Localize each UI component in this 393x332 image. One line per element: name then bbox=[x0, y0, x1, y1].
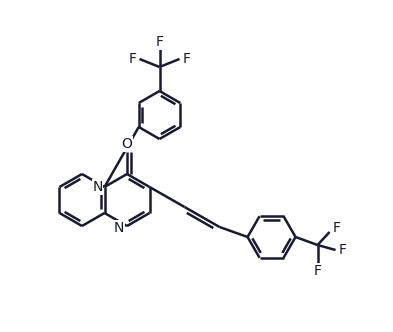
Text: F: F bbox=[338, 243, 347, 257]
Text: F: F bbox=[182, 52, 191, 66]
Text: N: N bbox=[92, 180, 103, 194]
Text: F: F bbox=[156, 35, 163, 49]
Text: F: F bbox=[129, 52, 136, 66]
Text: O: O bbox=[121, 137, 132, 151]
Text: F: F bbox=[332, 221, 341, 235]
Text: N: N bbox=[114, 221, 124, 235]
Text: F: F bbox=[314, 264, 321, 278]
